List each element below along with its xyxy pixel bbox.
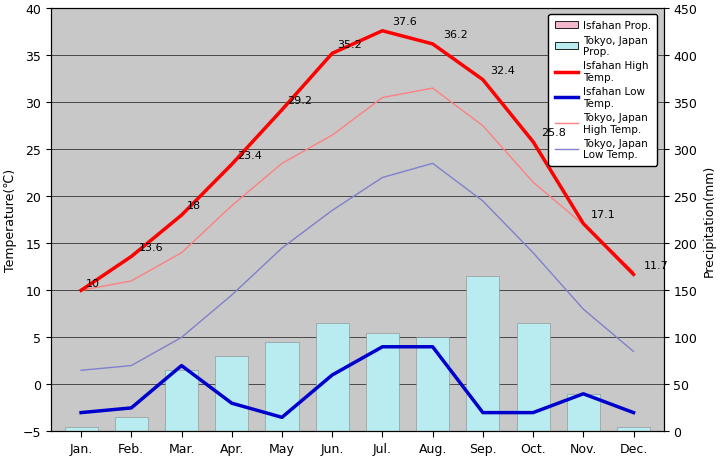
Text: 10: 10 [86, 278, 100, 288]
Bar [73, 431, 89, 455]
Bar [575, 431, 592, 455]
Text: 35.2: 35.2 [337, 39, 362, 50]
Text: 29.2: 29.2 [287, 96, 312, 106]
Text: 23.4: 23.4 [237, 150, 261, 160]
Bar [416, 338, 449, 431]
Bar [174, 431, 190, 455]
Bar [374, 431, 391, 459]
Text: 37.6: 37.6 [392, 17, 417, 27]
Y-axis label: Temperature(℃): Temperature(℃) [4, 169, 17, 272]
Text: 25.8: 25.8 [541, 128, 565, 138]
Bar [274, 431, 290, 459]
Bar [114, 417, 148, 431]
Bar [324, 431, 341, 459]
Text: 32.4: 32.4 [490, 66, 516, 76]
Bar [223, 431, 240, 459]
Text: 11.7: 11.7 [644, 260, 668, 270]
Bar [315, 324, 348, 431]
Bar [165, 370, 198, 431]
Bar [617, 427, 650, 431]
Bar [123, 431, 140, 459]
Bar [625, 431, 642, 459]
Legend: Isfahan Prop., Tokyo, Japan
Prop., Isfahan High
Temp., Isfahan Low
Temp., Tokyo,: Isfahan Prop., Tokyo, Japan Prop., Isfah… [549, 15, 657, 166]
Bar [266, 342, 299, 431]
Text: 17.1: 17.1 [591, 209, 616, 219]
Bar [474, 431, 491, 459]
Bar [424, 431, 441, 459]
Text: 36.2: 36.2 [443, 30, 467, 40]
Bar [467, 277, 500, 431]
Text: 13.6: 13.6 [139, 242, 163, 252]
Bar [366, 333, 399, 431]
Bar [567, 394, 600, 431]
Bar [215, 356, 248, 431]
Bar [516, 324, 549, 431]
Bar [65, 427, 98, 431]
Text: 18: 18 [186, 201, 201, 211]
Y-axis label: Precipitation(mm): Precipitation(mm) [703, 164, 716, 276]
Bar [525, 431, 541, 459]
